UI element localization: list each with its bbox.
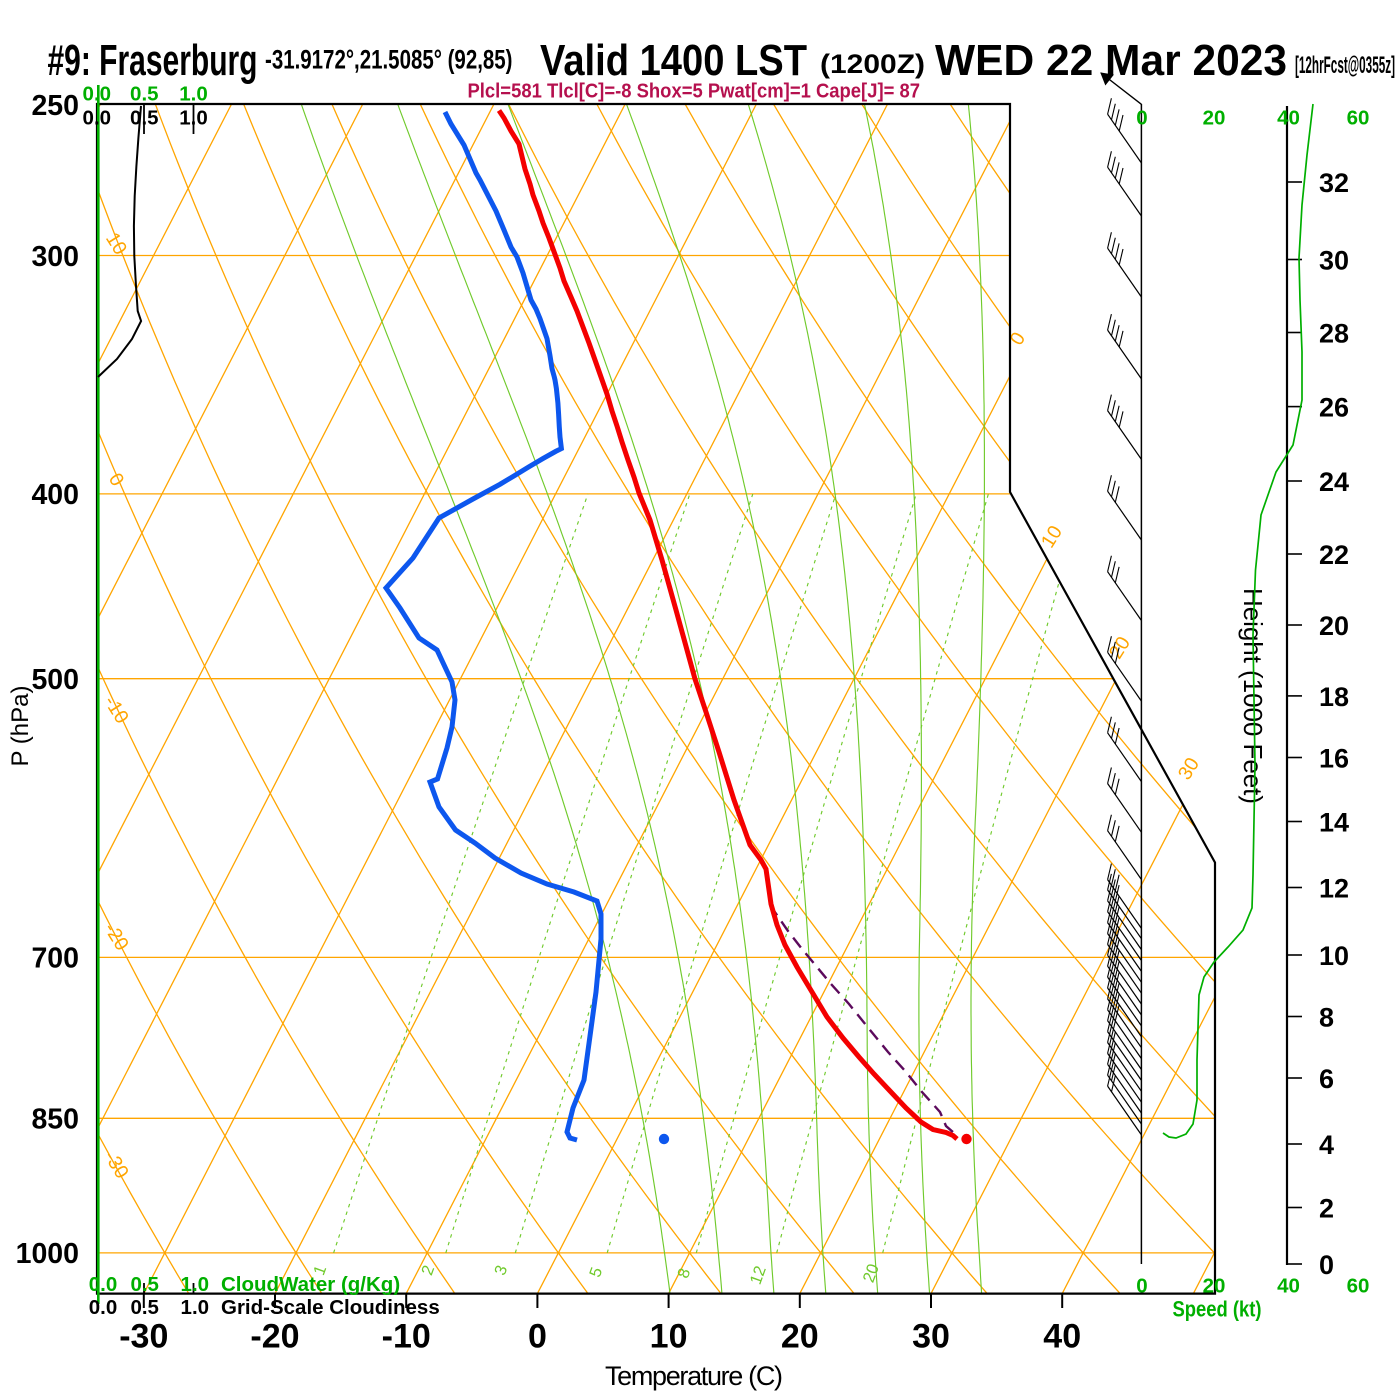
- svg-text:700: 700: [31, 943, 79, 975]
- svg-text:Temperature (C): Temperature (C): [605, 1361, 783, 1391]
- svg-text:20: 20: [1203, 107, 1226, 130]
- svg-text:0: 0: [1136, 1275, 1147, 1298]
- svg-text:10: 10: [650, 1318, 688, 1356]
- svg-text:60: 60: [1347, 107, 1370, 130]
- svg-text:40: 40: [1277, 107, 1300, 130]
- svg-text:1.0: 1.0: [181, 1296, 210, 1319]
- svg-text:250: 250: [31, 90, 79, 122]
- svg-text:30: 30: [912, 1318, 950, 1356]
- svg-text:-31.9172°,21.5085° (92,85): -31.9172°,21.5085° (92,85): [265, 45, 513, 75]
- svg-text:8: 8: [1319, 1003, 1334, 1033]
- svg-text:12: 12: [1319, 874, 1349, 904]
- svg-text:CloudWater (g/Kg): CloudWater (g/Kg): [221, 1273, 400, 1296]
- svg-text:20: 20: [860, 1262, 883, 1285]
- svg-text:0.0: 0.0: [89, 1296, 118, 1319]
- svg-text:500: 500: [31, 664, 79, 696]
- svg-text:#9: Fraserburg: #9: Fraserburg: [48, 36, 258, 85]
- svg-text:20: 20: [1319, 611, 1349, 641]
- svg-text:[12hrFcst@0355z]: [12hrFcst@0355z]: [1295, 52, 1395, 79]
- svg-text:1.0: 1.0: [181, 1273, 210, 1296]
- svg-text:0.5: 0.5: [130, 1273, 159, 1296]
- svg-text:-30: -30: [119, 1318, 168, 1356]
- svg-text:0.0: 0.0: [89, 1273, 118, 1296]
- svg-text:6: 6: [1319, 1064, 1334, 1094]
- svg-text:4: 4: [1319, 1130, 1334, 1160]
- svg-text:14: 14: [1319, 808, 1349, 838]
- svg-text:60: 60: [1347, 1275, 1370, 1298]
- svg-text:1000: 1000: [16, 1238, 79, 1270]
- svg-text:-20: -20: [250, 1318, 299, 1356]
- svg-text:22: 22: [1319, 540, 1349, 570]
- svg-text:Grid-Scale Cloudiness: Grid-Scale Cloudiness: [221, 1296, 440, 1319]
- svg-text:0: 0: [1136, 107, 1147, 130]
- svg-text:20: 20: [1203, 1275, 1226, 1298]
- svg-text:0.0: 0.0: [83, 107, 112, 130]
- svg-text:16: 16: [1319, 744, 1349, 774]
- svg-text:0: 0: [1319, 1250, 1334, 1280]
- svg-text:0: 0: [528, 1318, 547, 1356]
- svg-text:0.5: 0.5: [130, 1296, 159, 1319]
- svg-text:30: 30: [1319, 246, 1349, 276]
- svg-text:(1200Z): (1200Z): [820, 49, 925, 79]
- svg-text:Valid 1400 LST: Valid 1400 LST: [540, 36, 807, 85]
- svg-text:400: 400: [31, 479, 79, 511]
- svg-text:12: 12: [747, 1264, 770, 1287]
- svg-text:40: 40: [1277, 1275, 1300, 1298]
- svg-text:300: 300: [31, 241, 79, 273]
- svg-text:32: 32: [1319, 168, 1349, 198]
- svg-text:-10: -10: [382, 1318, 431, 1356]
- svg-text:Speed (kt): Speed (kt): [1173, 1297, 1262, 1322]
- svg-text:1.0: 1.0: [179, 107, 208, 130]
- svg-text:24: 24: [1319, 467, 1349, 497]
- svg-text:Plcl=581 Tlcl[C]=-8 Shox=5 Pwa: Plcl=581 Tlcl[C]=-8 Shox=5 Pwat[cm]=1 Ca…: [468, 81, 921, 103]
- svg-text:0.0: 0.0: [83, 83, 112, 106]
- svg-text:0.5: 0.5: [130, 83, 159, 106]
- svg-text:2: 2: [1319, 1194, 1334, 1224]
- svg-text:40: 40: [1043, 1318, 1081, 1356]
- svg-text:20: 20: [781, 1318, 819, 1356]
- svg-text:10: 10: [1319, 941, 1349, 971]
- svg-text:18: 18: [1319, 682, 1349, 712]
- svg-text:0.5: 0.5: [130, 107, 159, 130]
- svg-text:1.0: 1.0: [179, 83, 208, 106]
- svg-text:28: 28: [1319, 319, 1349, 349]
- svg-text:26: 26: [1319, 393, 1349, 423]
- svg-text:P (hPa): P (hPa): [7, 686, 34, 767]
- svg-text:850: 850: [31, 1104, 79, 1136]
